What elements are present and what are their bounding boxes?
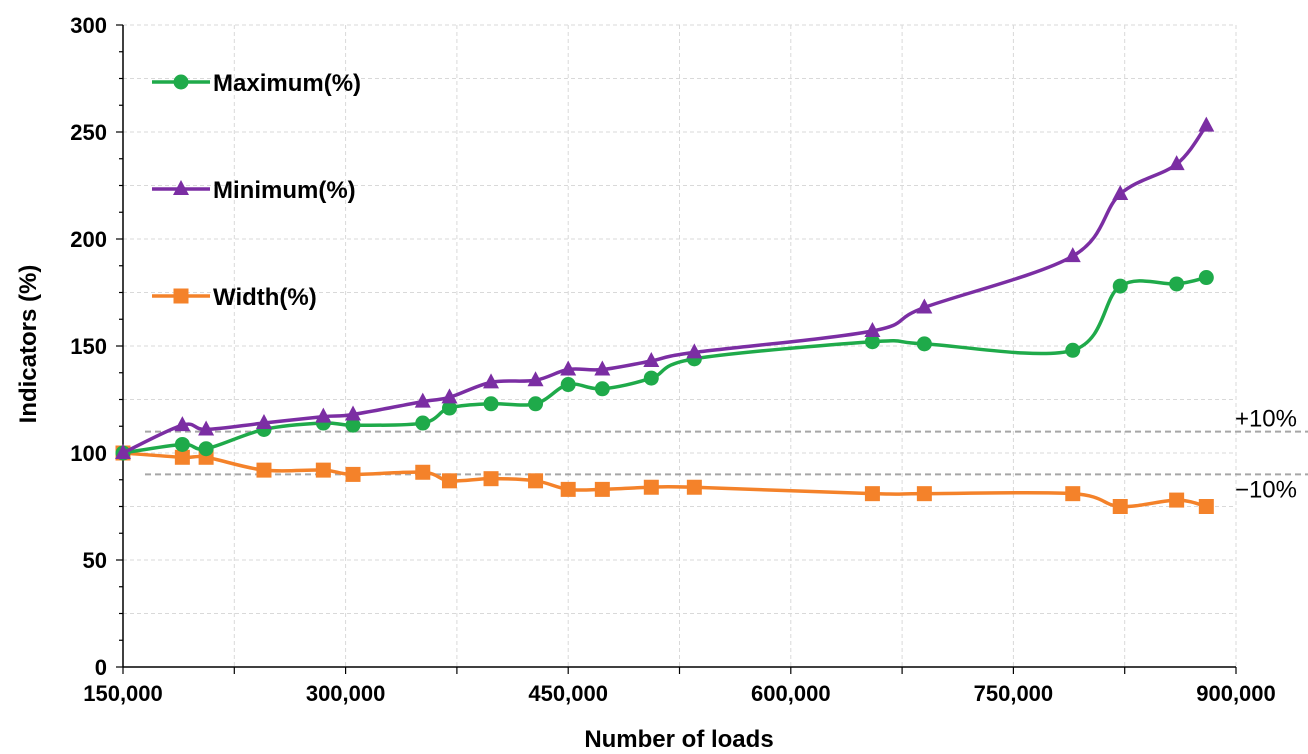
y-tick-label: 300: [70, 13, 107, 38]
data-point: [415, 464, 431, 480]
data-point: [414, 392, 431, 408]
data-point: [345, 405, 362, 421]
x-tick-label: 300,000: [306, 681, 386, 706]
data-point: [315, 407, 332, 423]
data-point: [174, 449, 190, 465]
y-tick-label: 0: [95, 655, 107, 680]
legend-marker: [173, 288, 189, 304]
data-point: [441, 400, 457, 416]
data-point: [643, 351, 660, 367]
data-point: [1198, 116, 1215, 132]
axes: [116, 24, 1237, 674]
data-point: [441, 473, 457, 489]
data-point: [345, 417, 361, 433]
data-point: [864, 322, 881, 338]
data-point: [916, 298, 933, 314]
x-tick-label: 750,000: [974, 681, 1054, 706]
data-point: [1065, 342, 1081, 358]
data-point: [1065, 486, 1081, 502]
data-point: [483, 396, 499, 412]
data-point: [560, 360, 577, 376]
data-point: [560, 481, 576, 497]
data-point: [643, 479, 659, 495]
legend-label: Width(%): [213, 284, 317, 311]
y-tick-label: 100: [70, 441, 107, 466]
gridlines: [123, 24, 1237, 667]
data-point: [441, 388, 458, 404]
data-point: [594, 360, 611, 376]
y-tick-label: 50: [83, 548, 107, 573]
data-point: [198, 420, 215, 436]
x-tick-label: 600,000: [751, 681, 831, 706]
data-point: [686, 479, 702, 495]
data-point: [174, 436, 190, 452]
data-point: [1112, 278, 1128, 294]
data-point: [594, 381, 610, 397]
data-point: [643, 370, 659, 386]
y-axis-title: Indicators (%): [15, 265, 42, 424]
legend-label: Maximum(%): [213, 70, 361, 97]
reference-line-label: −10%: [1235, 476, 1297, 503]
data-point: [255, 414, 272, 430]
data-point: [1198, 499, 1214, 514]
data-point: [198, 441, 214, 457]
y-tick-label: 200: [70, 227, 107, 252]
data-point: [916, 336, 932, 352]
data-point: [1064, 247, 1081, 263]
legend-marker: [173, 74, 189, 90]
data-point: [483, 373, 500, 389]
x-tick-label: 900,000: [1196, 681, 1276, 706]
legend-marker: [173, 180, 189, 195]
data-point: [1168, 155, 1185, 171]
y-tick-label: 250: [70, 120, 107, 145]
data-point: [864, 334, 880, 350]
data-point: [483, 471, 499, 487]
series-line: [122, 451, 1207, 509]
series-maximum: [115, 270, 1214, 461]
data-point: [1169, 492, 1185, 508]
data-point: [1198, 270, 1214, 286]
data-point: [528, 396, 544, 412]
data-point: [864, 486, 880, 502]
x-tick-label: 450,000: [528, 681, 608, 706]
legend-label: Minimum(%): [213, 177, 356, 204]
data-point: [315, 462, 331, 478]
data-point: [527, 371, 544, 387]
data-point: [1112, 499, 1128, 514]
data-point: [1112, 185, 1129, 201]
data-point: [174, 416, 191, 432]
data-point: [415, 415, 431, 431]
series-minimum: [115, 116, 1215, 459]
data-point: [594, 481, 610, 497]
data-point: [256, 462, 272, 478]
series-group: [115, 116, 1215, 514]
x-tick-labels: 150,000 300,000 450,000 600,000 750,000 900,0…: [83, 681, 1276, 706]
data-point: [916, 486, 932, 502]
data-point: [115, 444, 131, 459]
x-axis-title: Number of loads: [584, 726, 773, 753]
data-point: [686, 343, 703, 359]
y-tick-label: 150: [70, 334, 107, 359]
series-width: [115, 445, 1214, 514]
reference-line-label: +10%: [1235, 406, 1297, 433]
data-point: [345, 466, 361, 482]
reference-lines: +10% −10%: [145, 406, 1308, 503]
data-point: [560, 377, 576, 393]
data-point: [528, 473, 544, 489]
legend: Maximum(%) Minimum(%) Width(%): [152, 70, 361, 311]
data-point: [1169, 276, 1185, 292]
y-tick-labels: 0 50 100 150 200 250 300: [70, 13, 107, 680]
x-tick-label: 150,000: [83, 681, 163, 706]
